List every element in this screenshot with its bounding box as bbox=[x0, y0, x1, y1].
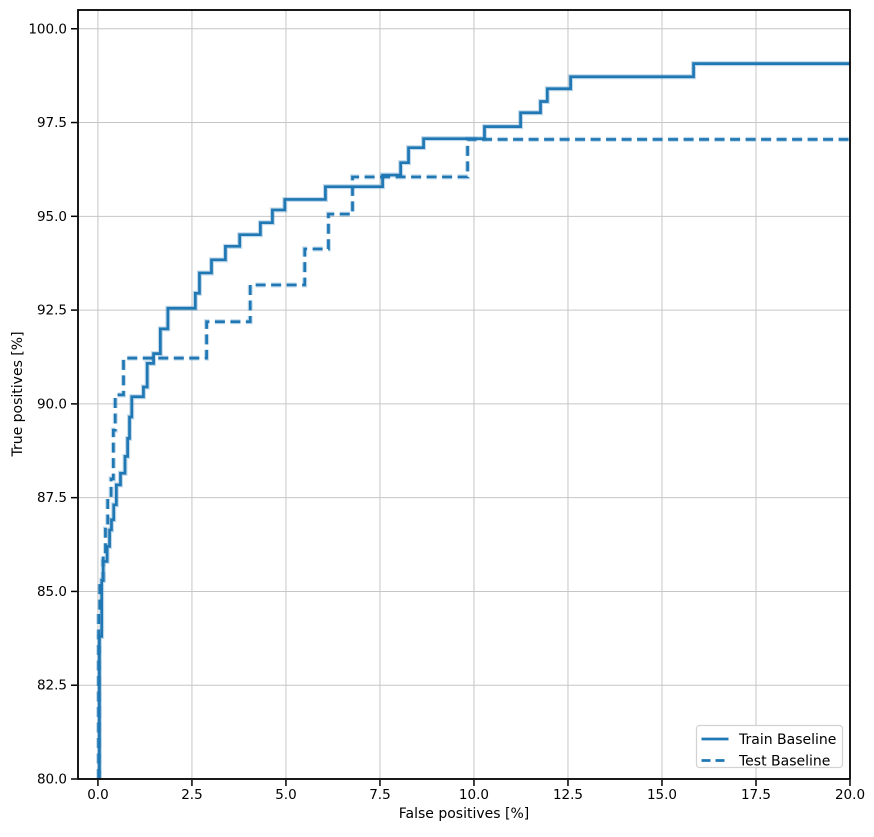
y-tick-label: 95.0 bbox=[37, 209, 67, 225]
series-lines bbox=[96, 61, 850, 779]
x-axis-ticks: 0.0 2.5 5.0 7.5 10.0 12.5 15.0 17.5 20.0 bbox=[87, 780, 865, 803]
y-tick-label: 97.5 bbox=[37, 115, 67, 131]
legend-entry-label: Test Baseline bbox=[738, 753, 830, 769]
legend: Train Baseline Test Baseline bbox=[695, 724, 844, 769]
x-tick-label: 17.5 bbox=[741, 787, 771, 803]
y-axis-label: True positives [%] bbox=[10, 331, 26, 457]
y-tick-label: 80.0 bbox=[37, 772, 67, 788]
y-axis-ticks: 80.0 82.5 85.0 87.5 90.0 92.5 95.0 97.5 100.0 bbox=[28, 21, 77, 788]
x-tick-label: 2.5 bbox=[181, 787, 202, 803]
legend-box bbox=[695, 724, 844, 769]
y-tick-label: 100.0 bbox=[28, 21, 67, 37]
x-tick-label: 12.5 bbox=[553, 787, 583, 803]
y-tick-label: 85.0 bbox=[37, 584, 67, 600]
x-tick-label: 20.0 bbox=[835, 787, 865, 803]
train-baseline-line bbox=[98, 62, 850, 779]
y-tick-label: 82.5 bbox=[37, 678, 67, 694]
y-tick-label: 87.5 bbox=[37, 490, 67, 506]
test-baseline-line bbox=[97, 138, 850, 779]
x-axis-label: False positives [%] bbox=[399, 806, 529, 822]
y-tick-label: 92.5 bbox=[37, 303, 67, 319]
axes-box bbox=[77, 9, 851, 780]
x-tick-label: 0.0 bbox=[87, 787, 108, 803]
x-tick-label: 5.0 bbox=[275, 787, 296, 803]
x-tick-label: 15.0 bbox=[647, 787, 677, 803]
x-tick-label: 7.5 bbox=[369, 787, 390, 803]
x-tick-label: 10.0 bbox=[459, 787, 489, 803]
axis-spines bbox=[77, 9, 851, 780]
y-tick-label: 90.0 bbox=[37, 396, 67, 412]
legend-entry-label: Train Baseline bbox=[738, 732, 836, 748]
train-baseline-line-halo bbox=[96, 61, 850, 779]
grid-lines bbox=[78, 10, 851, 780]
